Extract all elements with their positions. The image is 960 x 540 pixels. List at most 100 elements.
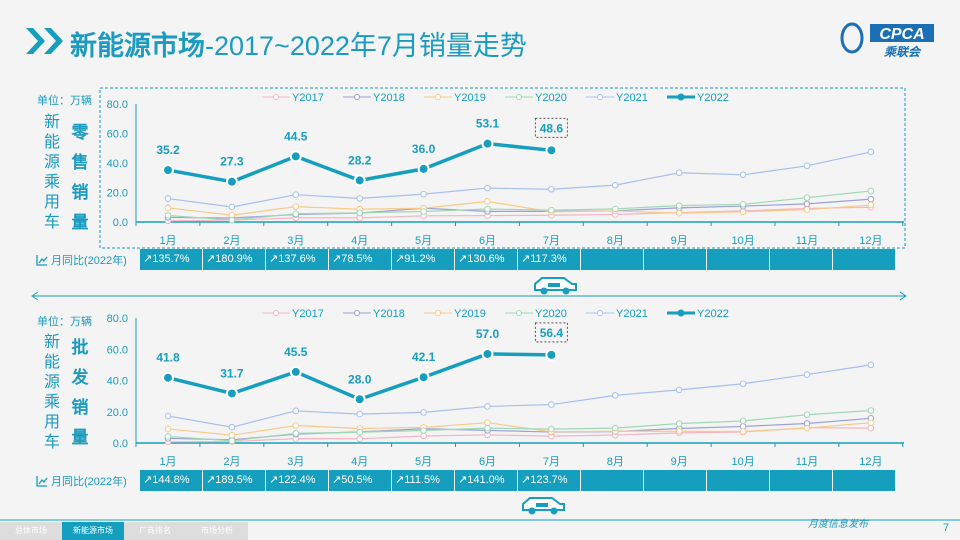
- data-point-Y2017: [867, 424, 875, 432]
- x-tick-label: 8月: [607, 235, 624, 247]
- data-point-Y2020: [739, 201, 747, 208]
- data-point-Y2021: [867, 148, 875, 156]
- x-tick-label: 4月: [351, 235, 368, 247]
- x-tick-label: 11月: [796, 235, 818, 247]
- yoy-cell: ↗50.5%: [329, 470, 391, 491]
- data-point-Y2020: [548, 425, 555, 433]
- data-point-Y2021: [739, 171, 747, 179]
- yoy-row-wholesale: ↗144.8% ↗189.5% ↗122.4% ↗50.5% ↗111.5% ↗141.0…: [140, 470, 895, 491]
- yoy-cell: [707, 249, 769, 270]
- yoy-cell: [644, 249, 706, 270]
- footer-tab[interactable]: 新能源市场: [62, 522, 124, 540]
- footer-caption: 月度信息发布: [808, 519, 868, 530]
- x-tick-label: 3月: [287, 456, 304, 468]
- legend-label-Y2018: Y2018: [373, 308, 405, 320]
- x-tick-label: 5月: [415, 456, 432, 468]
- yoy-cell: [707, 470, 769, 491]
- chart-title-retail: 零售销量: [71, 123, 89, 232]
- legend-label-Y2022: Y2022: [697, 92, 729, 104]
- yoy-cell: [581, 470, 643, 491]
- data-point-Y2019: [164, 425, 172, 433]
- x-tick-label: 2月: [223, 456, 240, 468]
- footer-tab[interactable]: 厂商排名: [124, 522, 186, 540]
- data-point-Y2022: [545, 348, 558, 361]
- logo-icon: CPCA 乘联会: [840, 22, 934, 59]
- series-line-Y2017: [167, 206, 871, 222]
- series-line-Y2021: [167, 364, 871, 428]
- x-tick-label: 4月: [351, 456, 368, 468]
- data-point-Y2019: [228, 431, 236, 439]
- data-point-Y2020: [548, 206, 555, 214]
- unit-label: 单位：万辆: [37, 95, 92, 107]
- data-point-Y2020: [292, 210, 300, 218]
- footer-tabs: 总体市场 新能源市场 厂商排名 市场分析: [0, 522, 248, 540]
- x-tick-label: 12月: [859, 235, 882, 247]
- data-point-Y2019: [675, 427, 683, 435]
- svg-text:乘联会: 乘联会: [884, 45, 922, 59]
- data-point-Y2019: [739, 428, 747, 435]
- data-point-Y2022: [417, 162, 430, 175]
- data-point-Y2019: [675, 209, 683, 217]
- data-point-Y2021: [803, 371, 811, 378]
- data-point-Y2020: [803, 194, 811, 201]
- series-line-Y2020: [167, 409, 871, 442]
- yoy-label: 月同比(2022年): [36, 473, 127, 489]
- data-point-Y2022: [481, 137, 494, 150]
- car-icon: [534, 277, 577, 295]
- legend-label-Y2021: Y2021: [616, 308, 648, 320]
- x-tick-label: 2月: [223, 235, 240, 247]
- footer-tab[interactable]: 总体市场: [0, 522, 62, 540]
- data-point-Y2022: [162, 164, 174, 177]
- x-tick-label: 5月: [415, 235, 432, 247]
- data-point-Y2017: [420, 432, 427, 440]
- data-point-Y2020: [164, 212, 172, 219]
- page-number: 7: [943, 522, 950, 534]
- data-point-Y2020: [612, 205, 619, 213]
- data-point-Y2020: [420, 427, 427, 434]
- data-point-Y2021: [675, 386, 683, 394]
- data-point-Y2021: [420, 190, 427, 198]
- data-label: 35.2: [156, 143, 180, 157]
- data-point-Y2017: [356, 435, 364, 443]
- yoy-cell: ↗137.6%: [266, 249, 328, 270]
- footer-line: [0, 519, 960, 521]
- data-point-Y2019: [164, 204, 172, 212]
- y-tick-label: 80.0: [107, 99, 128, 111]
- data-point-Y2021: [228, 203, 236, 211]
- x-tick-label: 1月: [159, 235, 176, 247]
- data-point-Y2022: [289, 365, 302, 378]
- data-point-Y2022: [545, 144, 558, 157]
- side-label: 新能源乘用车: [43, 334, 60, 451]
- data-label: 42.1: [412, 350, 436, 364]
- data-point-Y2021: [548, 185, 555, 193]
- page-title: 新能源市场-2017~2022年7月销量走势: [70, 31, 527, 61]
- data-point-Y2020: [356, 209, 364, 217]
- series-line-Y2019: [167, 422, 871, 436]
- footer-tab[interactable]: 市场分析: [186, 522, 248, 540]
- svg-text:CPCA: CPCA: [879, 26, 924, 43]
- data-label: 53.1: [476, 117, 500, 131]
- data-label: 36.0: [412, 142, 436, 156]
- data-point-Y2019: [803, 206, 811, 213]
- x-tick-label: 8月: [607, 456, 624, 468]
- y-tick-label: 40.0: [107, 376, 128, 388]
- data-label: 45.5: [284, 345, 308, 359]
- data-point-Y2022: [289, 150, 302, 163]
- yoy-label: 月同比(2022年): [36, 252, 127, 268]
- legend-marker-Y2019: [435, 94, 441, 100]
- yoy-cell: [833, 470, 895, 491]
- data-point-Y2020: [292, 430, 300, 437]
- data-label: 27.3: [220, 155, 244, 169]
- data-point-Y2020: [739, 417, 747, 425]
- x-tick-label: 10月: [731, 456, 754, 468]
- data-label: 28.0: [348, 372, 372, 386]
- data-point-Y2020: [867, 187, 875, 195]
- yoy-cell: ↗189.5%: [203, 470, 265, 491]
- yoy-cell: ↗123.7%: [518, 470, 580, 491]
- x-tick-label: 11月: [796, 456, 818, 468]
- yoy-cell: ↗180.9%: [203, 249, 265, 270]
- data-point-Y2021: [675, 169, 683, 177]
- data-point-Y2022: [353, 174, 366, 187]
- x-tick-label: 9月: [671, 235, 688, 247]
- x-tick-label: 6月: [479, 235, 496, 247]
